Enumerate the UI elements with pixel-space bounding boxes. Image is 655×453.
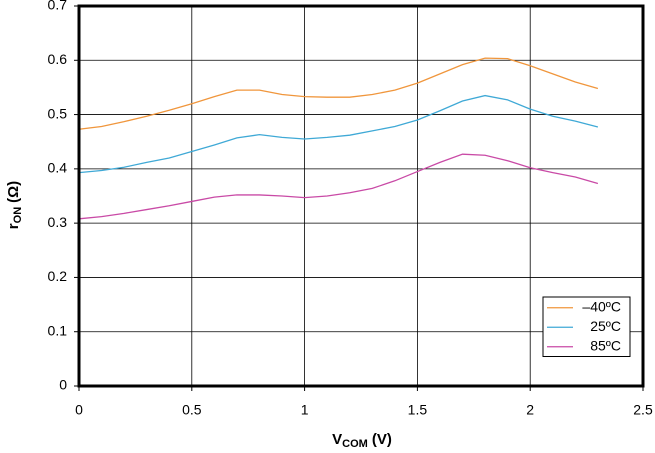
x-tick-label: 0.5 bbox=[182, 402, 202, 418]
x-axis-label: VCOM (V) bbox=[332, 431, 392, 450]
x-tick-label: 0 bbox=[75, 402, 83, 418]
series-line bbox=[78, 153, 599, 220]
x-tick-label: 2.5 bbox=[633, 402, 653, 418]
x-tick-label: 2 bbox=[526, 402, 534, 418]
legend-label: 25ºC bbox=[590, 318, 621, 334]
plot-frame bbox=[77, 4, 645, 388]
y-tick-label: 0.3 bbox=[48, 214, 68, 230]
y-tick-label: 0 bbox=[59, 377, 67, 393]
legend-label: –40ºC bbox=[582, 298, 621, 314]
y-tick-label: 0.2 bbox=[48, 268, 68, 284]
x-tick-label: 1 bbox=[301, 402, 309, 418]
legend-label: 85ºC bbox=[590, 337, 621, 353]
y-tick-label: 0.7 bbox=[48, 0, 68, 13]
y-axis-label: rON(Ω) bbox=[5, 181, 24, 229]
y-tick-label: 0.1 bbox=[48, 322, 68, 338]
series-line bbox=[78, 94, 599, 174]
y-tick-label: 0.5 bbox=[48, 105, 68, 121]
series-line bbox=[78, 57, 599, 130]
x-tick-label: 1.5 bbox=[408, 402, 428, 418]
y-tick-label: 0.6 bbox=[48, 51, 68, 67]
y-tick-label: 0.4 bbox=[48, 160, 68, 176]
